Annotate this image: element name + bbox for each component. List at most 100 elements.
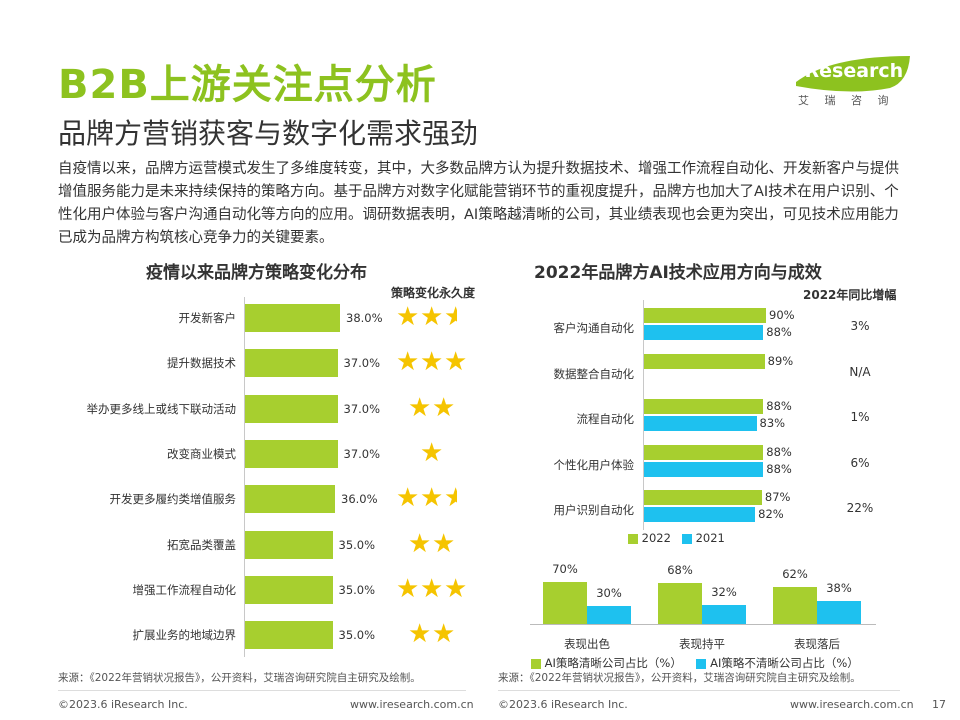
category-label: 开发更多履约类增值服务 — [109, 492, 237, 507]
category-label: 个性化用户体验 — [553, 457, 635, 472]
bar-2021 — [644, 461, 764, 477]
star-icon: ★ — [396, 302, 420, 332]
legend-swatch-unclear — [696, 658, 707, 669]
legend-swatch-2021 — [681, 533, 692, 544]
strategy-bar — [245, 394, 338, 423]
site-url-right[interactable]: www.iresearch.com.cn — [790, 698, 914, 711]
legend-label-unclear: AI策略不清晰公司占比（%） — [710, 656, 859, 670]
value-label: 82% — [758, 507, 784, 521]
bar-2022 — [644, 444, 764, 460]
right-chart-title: 2022年品牌方AI技术应用方向与成效 — [534, 263, 822, 283]
bar-clear-strategy — [773, 586, 817, 624]
bar-2021 — [644, 325, 764, 340]
legend-swatch-clear — [531, 658, 541, 669]
category-label: 流程自动化 — [576, 412, 635, 426]
growth-value: 22% — [846, 501, 874, 515]
footer-divider-left — [58, 690, 466, 691]
category-label: 表现落后 — [794, 637, 840, 651]
star-icon: ★ — [432, 528, 456, 559]
strategy-bar — [245, 349, 338, 378]
category-label: 表现出色 — [564, 637, 610, 651]
star-icon: ★ — [420, 573, 444, 604]
growth-value: N/A — [849, 364, 871, 379]
intro-paragraph: 自疫情以来，品牌方运营模式发生了多维度转变，其中，大多数品牌方认为提升数据技术、… — [58, 161, 899, 246]
star-icon: ★ — [444, 347, 468, 378]
growth-value: 1% — [850, 410, 870, 424]
star-icon: ★ — [420, 347, 444, 378]
value-label: 30% — [596, 586, 622, 600]
star-icon: ★ — [408, 619, 432, 650]
value-label: 35.0% — [338, 628, 376, 643]
star-icon: ★ — [444, 573, 468, 604]
bar-unclear-strategy — [817, 601, 861, 624]
category-label: 改变商业模式 — [167, 446, 236, 461]
legend-label-2022: 2022 — [641, 531, 671, 545]
growth-value: 3% — [850, 319, 870, 333]
right-chart-axis — [643, 300, 644, 530]
category-label: 数据整合自动化 — [553, 366, 635, 381]
footer-divider-right — [498, 690, 900, 691]
iresearch-logo: iResearch 艾 瑞 咨 询 — [790, 52, 920, 108]
category-label: 开发新客户 — [178, 311, 237, 325]
copyright-right: ©2023.6 iResearch Inc. — [498, 698, 628, 711]
star-icon: ★ — [396, 347, 420, 378]
left-chart-axis — [244, 297, 245, 657]
right-chart-legend: 2022 2021 — [628, 531, 725, 545]
value-label: 38.0% — [346, 311, 383, 325]
left-chart: 开发新客户 38.0% ★ ★ ★ 提升数据技术 37.0% ★ ★ ★ 举办更多线上或线下联动活动… — [87, 302, 468, 650]
value-label: 90% — [769, 308, 795, 322]
strategy-bar — [245, 621, 333, 650]
value-label: 87% — [764, 490, 791, 504]
value-label: 37.0% — [343, 401, 381, 416]
performance-legend: AI策略清晰公司占比（%） AI策略不清晰公司占比（%） — [531, 655, 859, 671]
bar-2022 — [644, 490, 762, 505]
category-label: 客户沟通自动化 — [553, 321, 635, 335]
category-label: 表现持平 — [679, 637, 725, 651]
site-url-left[interactable]: www.iresearch.com.cn — [350, 698, 474, 711]
value-label: 62% — [782, 566, 808, 581]
category-label: 用户识别自动化 — [553, 503, 635, 517]
left-chart-star-header: 策略变化永久度 — [391, 286, 476, 300]
legend-swatch-2022 — [628, 533, 638, 544]
performance-axis — [530, 624, 876, 625]
half-star-icon: ★ — [444, 302, 457, 332]
value-label: 38% — [826, 581, 852, 596]
strategy-bar — [245, 575, 333, 604]
star-icon: ★ — [420, 302, 444, 332]
value-label: 37.0% — [343, 446, 381, 461]
bar-clear-strategy — [658, 583, 702, 624]
legend-label-clear: AI策略清晰公司占比（%） — [544, 656, 682, 670]
category-label: 扩展业务的地域边界 — [132, 628, 237, 643]
value-label: 35.0% — [338, 582, 376, 597]
value-label: 32% — [711, 584, 737, 599]
half-star-icon: ★ — [444, 483, 457, 514]
value-label: 68% — [667, 563, 693, 578]
star-icon: ★ — [408, 392, 432, 423]
page-number: 17 — [932, 698, 946, 711]
bar-2021 — [644, 416, 757, 431]
value-label: 36.0% — [341, 492, 378, 507]
copyright-left: ©2023.6 iResearch Inc. — [58, 698, 188, 711]
star-icon: ★ — [408, 528, 432, 559]
value-label: 88% — [766, 461, 792, 476]
star-icon: ★ — [432, 392, 456, 423]
logo-leaf-icon — [796, 56, 910, 92]
logo-subtitle: 艾 瑞 咨 询 — [798, 94, 895, 107]
legend-label-2021: 2021 — [695, 531, 725, 545]
value-label: 88% — [766, 444, 792, 459]
page-subtitle: 品牌方营销获客与数字化需求强劲 — [58, 117, 479, 150]
category-label: 拓宽品类覆盖 — [167, 537, 236, 552]
value-label: 88% — [766, 325, 792, 339]
bar-clear-strategy — [543, 582, 587, 624]
bar-unclear-strategy — [702, 604, 746, 624]
logo-wordmark: iResearch — [798, 60, 904, 82]
value-label: 37.0% — [343, 356, 381, 371]
category-label: 增强工作流程自动化 — [132, 582, 237, 597]
star-icon: ★ — [420, 437, 444, 468]
page-title: B2B上游关注点分析 — [58, 62, 437, 108]
bar-2021 — [644, 507, 756, 522]
strategy-bar — [245, 530, 333, 559]
source-note-right: 来源：《2022年营销状况报告》，公开资料，艾瑞咨询研究院自主研究及绘制。 — [498, 672, 861, 684]
